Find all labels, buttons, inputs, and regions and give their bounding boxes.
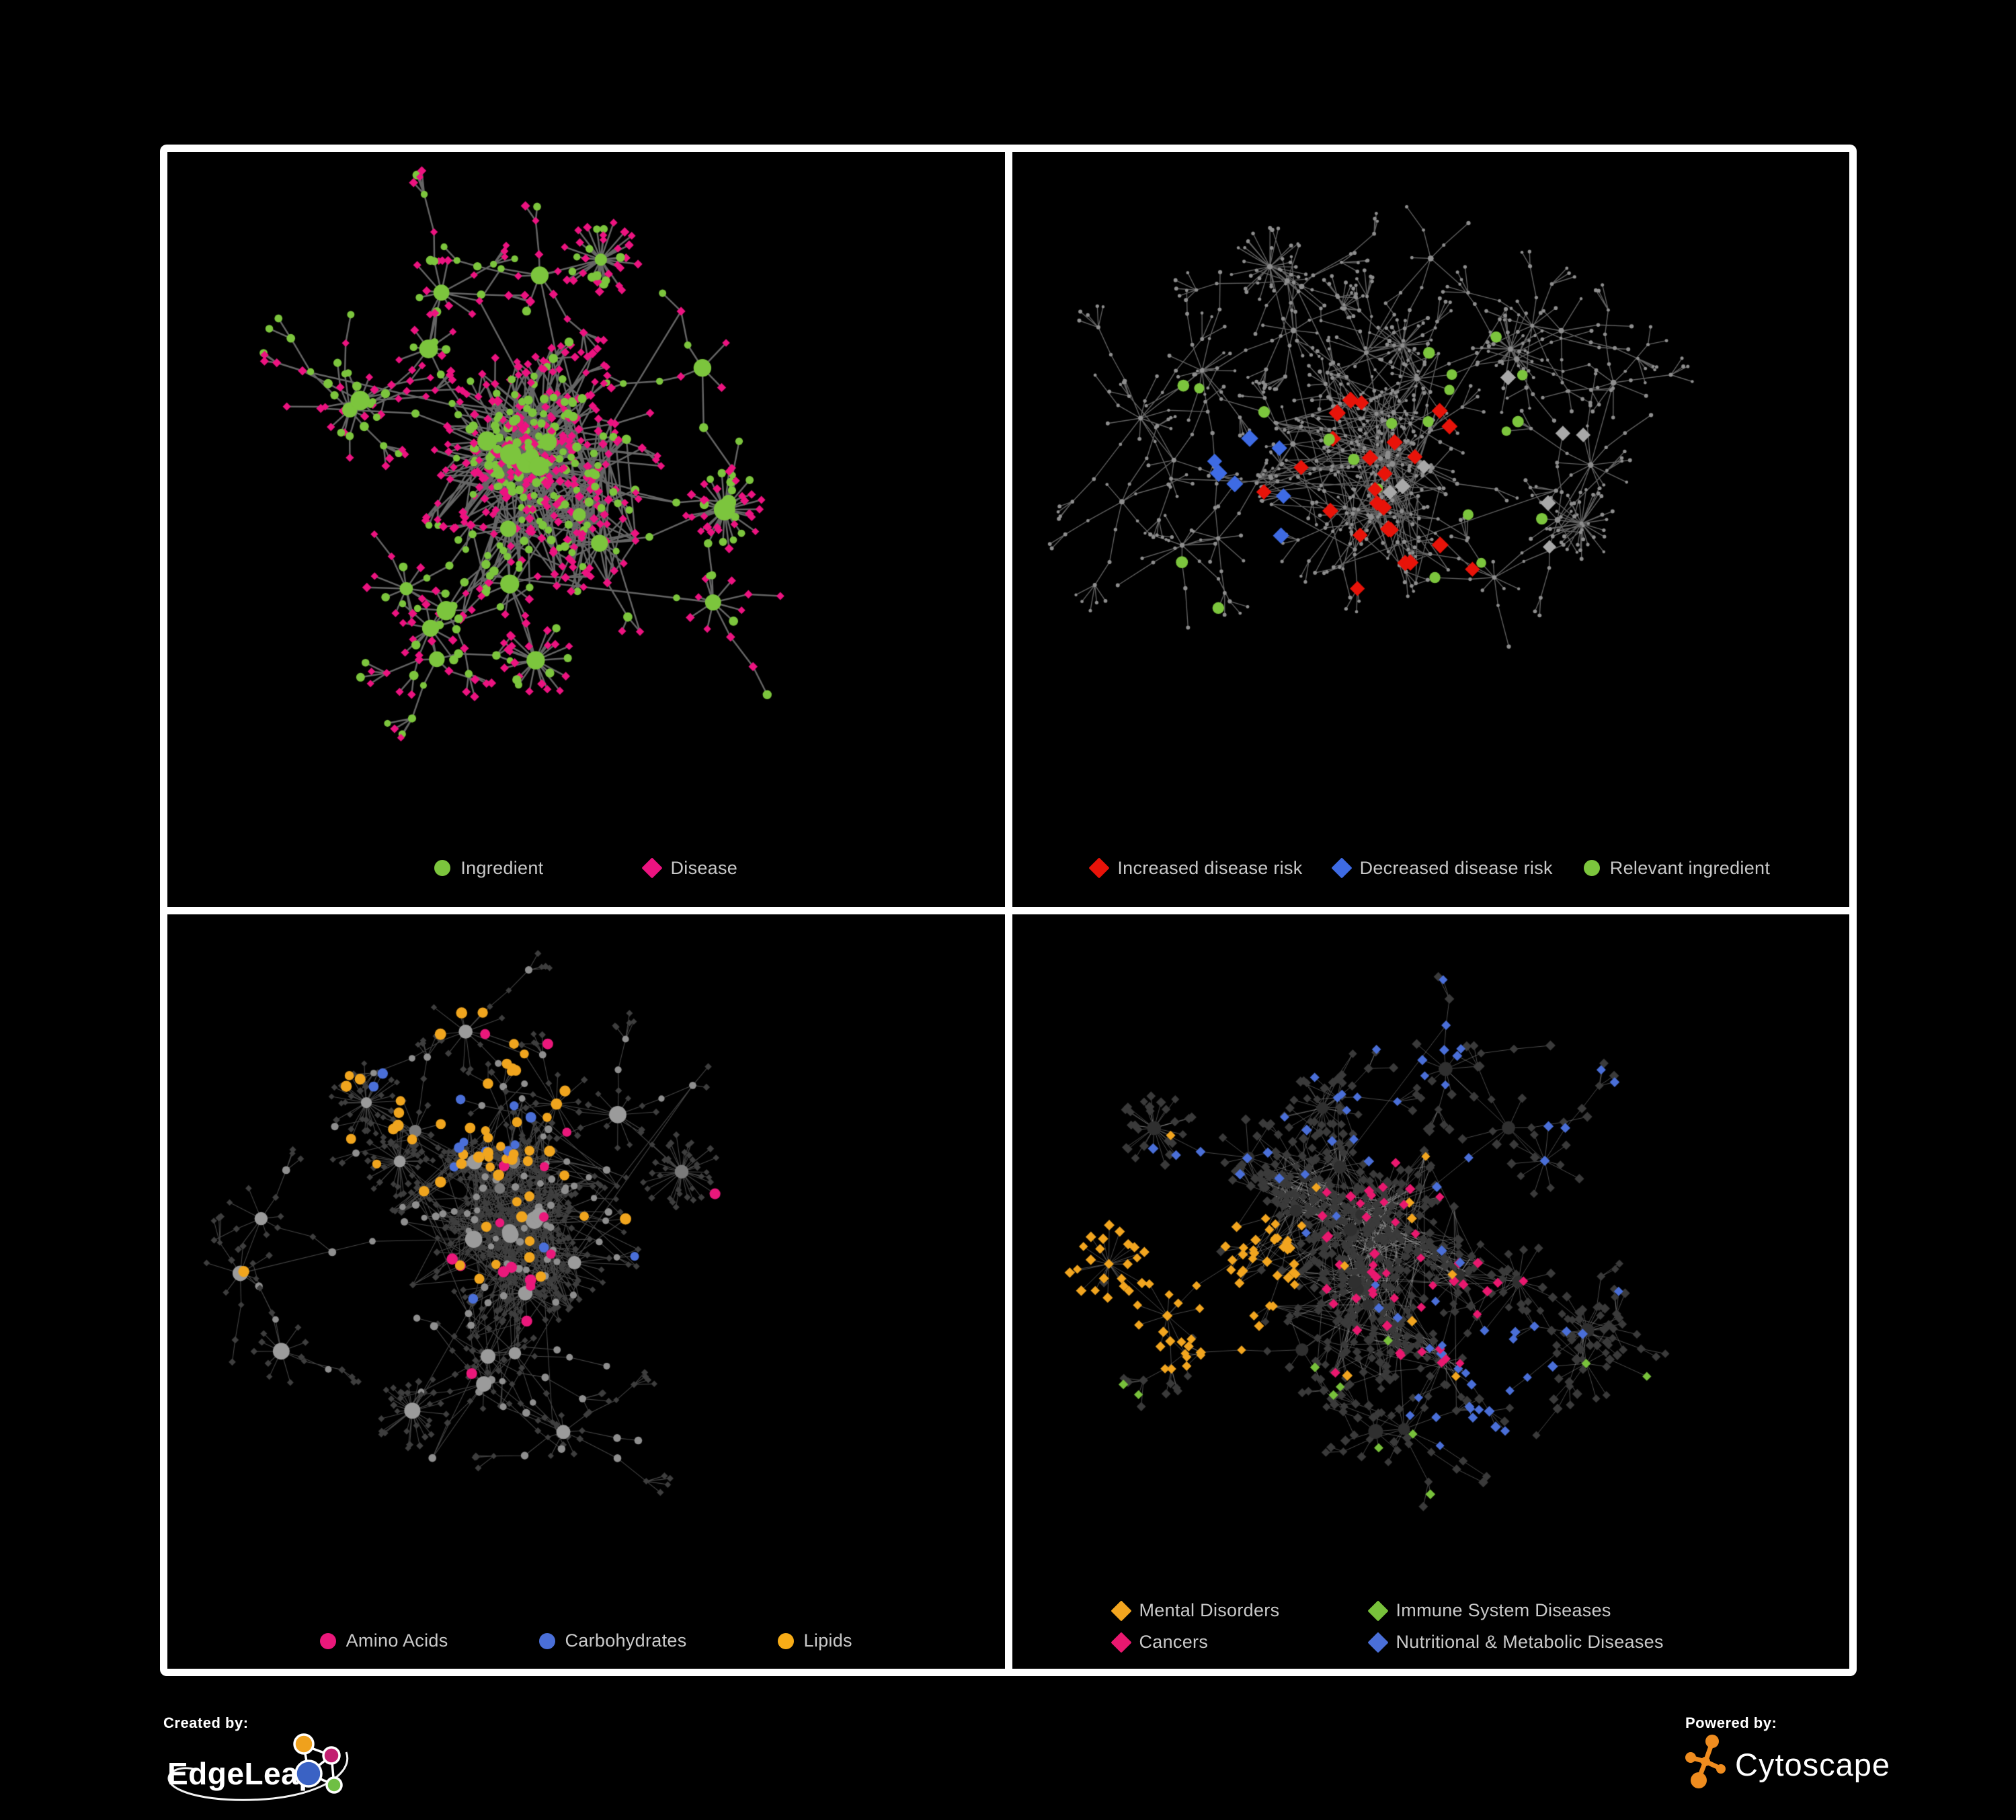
legend-item-relevant-ingredient: Relevant ingredient <box>1583 857 1771 879</box>
legend-item-ingredient: Ingredient <box>434 858 543 879</box>
legend-ingredient-disease: Ingredient Disease <box>167 857 1005 879</box>
cancers-marker-icon <box>1110 1631 1132 1653</box>
legend-label: Relevant ingredient <box>1609 857 1771 878</box>
legend-item-disease: Disease <box>641 857 738 879</box>
relevant-ingredient-marker-icon <box>1583 860 1600 876</box>
legend-label: Decreased disease risk <box>1359 857 1553 878</box>
panel-disease-risk: Increased disease risk Decreased disease… <box>1012 152 1850 907</box>
legend-item-amino-acids: Amino Acids <box>319 1630 448 1651</box>
decreased-risk-marker-icon <box>1330 857 1353 879</box>
cytoscape-wordmark: Cytoscape <box>1735 1746 1891 1782</box>
cytoscape-logo-icon <box>1685 1735 1726 1788</box>
edgeleap-logo-icon: EdgeLeap <box>167 1733 349 1801</box>
amino-acids-marker-icon <box>319 1632 336 1649</box>
lipids-marker-icon <box>777 1632 794 1649</box>
legend-disease-categories: Mental Disorders Immune System Diseases … <box>1110 1599 1664 1653</box>
legend-label: Disease <box>670 857 738 878</box>
legend-label: Mental Disorders <box>1139 1600 1280 1620</box>
legend-nutrient-classes: Amino Acids Carbohydrates Lipids <box>167 1630 1005 1651</box>
legend-label: Nutritional & Metabolic Diseases <box>1396 1632 1664 1652</box>
legend-item-immune-system-diseases: Immune System Diseases <box>1367 1599 1664 1622</box>
panel-nutrient-classes: Amino Acids Carbohydrates Lipids <box>167 914 1005 1669</box>
legend-label: Lipids <box>803 1630 852 1651</box>
legend-label: Increased disease risk <box>1117 857 1303 878</box>
increased-risk-marker-icon <box>1088 857 1110 879</box>
legend-label: Ingredient <box>460 857 544 878</box>
legend-item-cancers: Cancers <box>1110 1631 1370 1653</box>
carbohydrates-marker-icon <box>538 1632 555 1649</box>
legend-label: Carbohydrates <box>565 1630 687 1651</box>
legend-label: Immune System Diseases <box>1396 1600 1611 1620</box>
created-by-label: Created by: <box>163 1714 249 1731</box>
ingredient-disease-canvas <box>167 152 1004 844</box>
legend-item-decreased-risk: Decreased disease risk <box>1330 857 1553 879</box>
legend-label: Amino Acids <box>346 1630 448 1651</box>
edgeleap-wordmark: EdgeLeap <box>167 1756 318 1791</box>
mental-disorders-marker-icon <box>1110 1599 1132 1622</box>
disease-category-canvas <box>1012 914 1849 1607</box>
legend-item-carbohydrates: Carbohydrates <box>538 1630 687 1651</box>
immune-system-marker-icon <box>1367 1599 1389 1622</box>
disease-marker-icon <box>641 857 663 879</box>
powered-by-label: Powered by: <box>1685 1714 1777 1731</box>
four-panel-grid: Ingredient Disease Increased disease ris… <box>160 145 1857 1676</box>
legend-item-increased-risk: Increased disease risk <box>1088 857 1303 879</box>
legend-disease-risk: Increased disease risk Decreased disease… <box>1012 857 1850 879</box>
nutrient-class-canvas <box>167 914 1004 1607</box>
legend-item-nutritional-metabolic: Nutritional & Metabolic Diseases <box>1367 1631 1664 1653</box>
legend-label: Cancers <box>1139 1632 1209 1652</box>
disease-risk-canvas <box>1012 152 1849 844</box>
powered-by-block: Powered by: Cytoscape <box>1685 1714 1890 1795</box>
panel-ingredient-disease: Ingredient Disease <box>167 152 1005 907</box>
created-by-block: Created by: EdgeLeap <box>163 1714 365 1816</box>
panel-disease-categories: Mental Disorders Immune System Diseases … <box>1012 914 1849 1669</box>
nutritional-metabolic-marker-icon <box>1367 1631 1389 1653</box>
legend-item-lipids: Lipids <box>777 1630 852 1651</box>
legend-item-mental-disorders: Mental Disorders <box>1110 1599 1370 1622</box>
ingredient-marker-icon <box>434 860 451 876</box>
